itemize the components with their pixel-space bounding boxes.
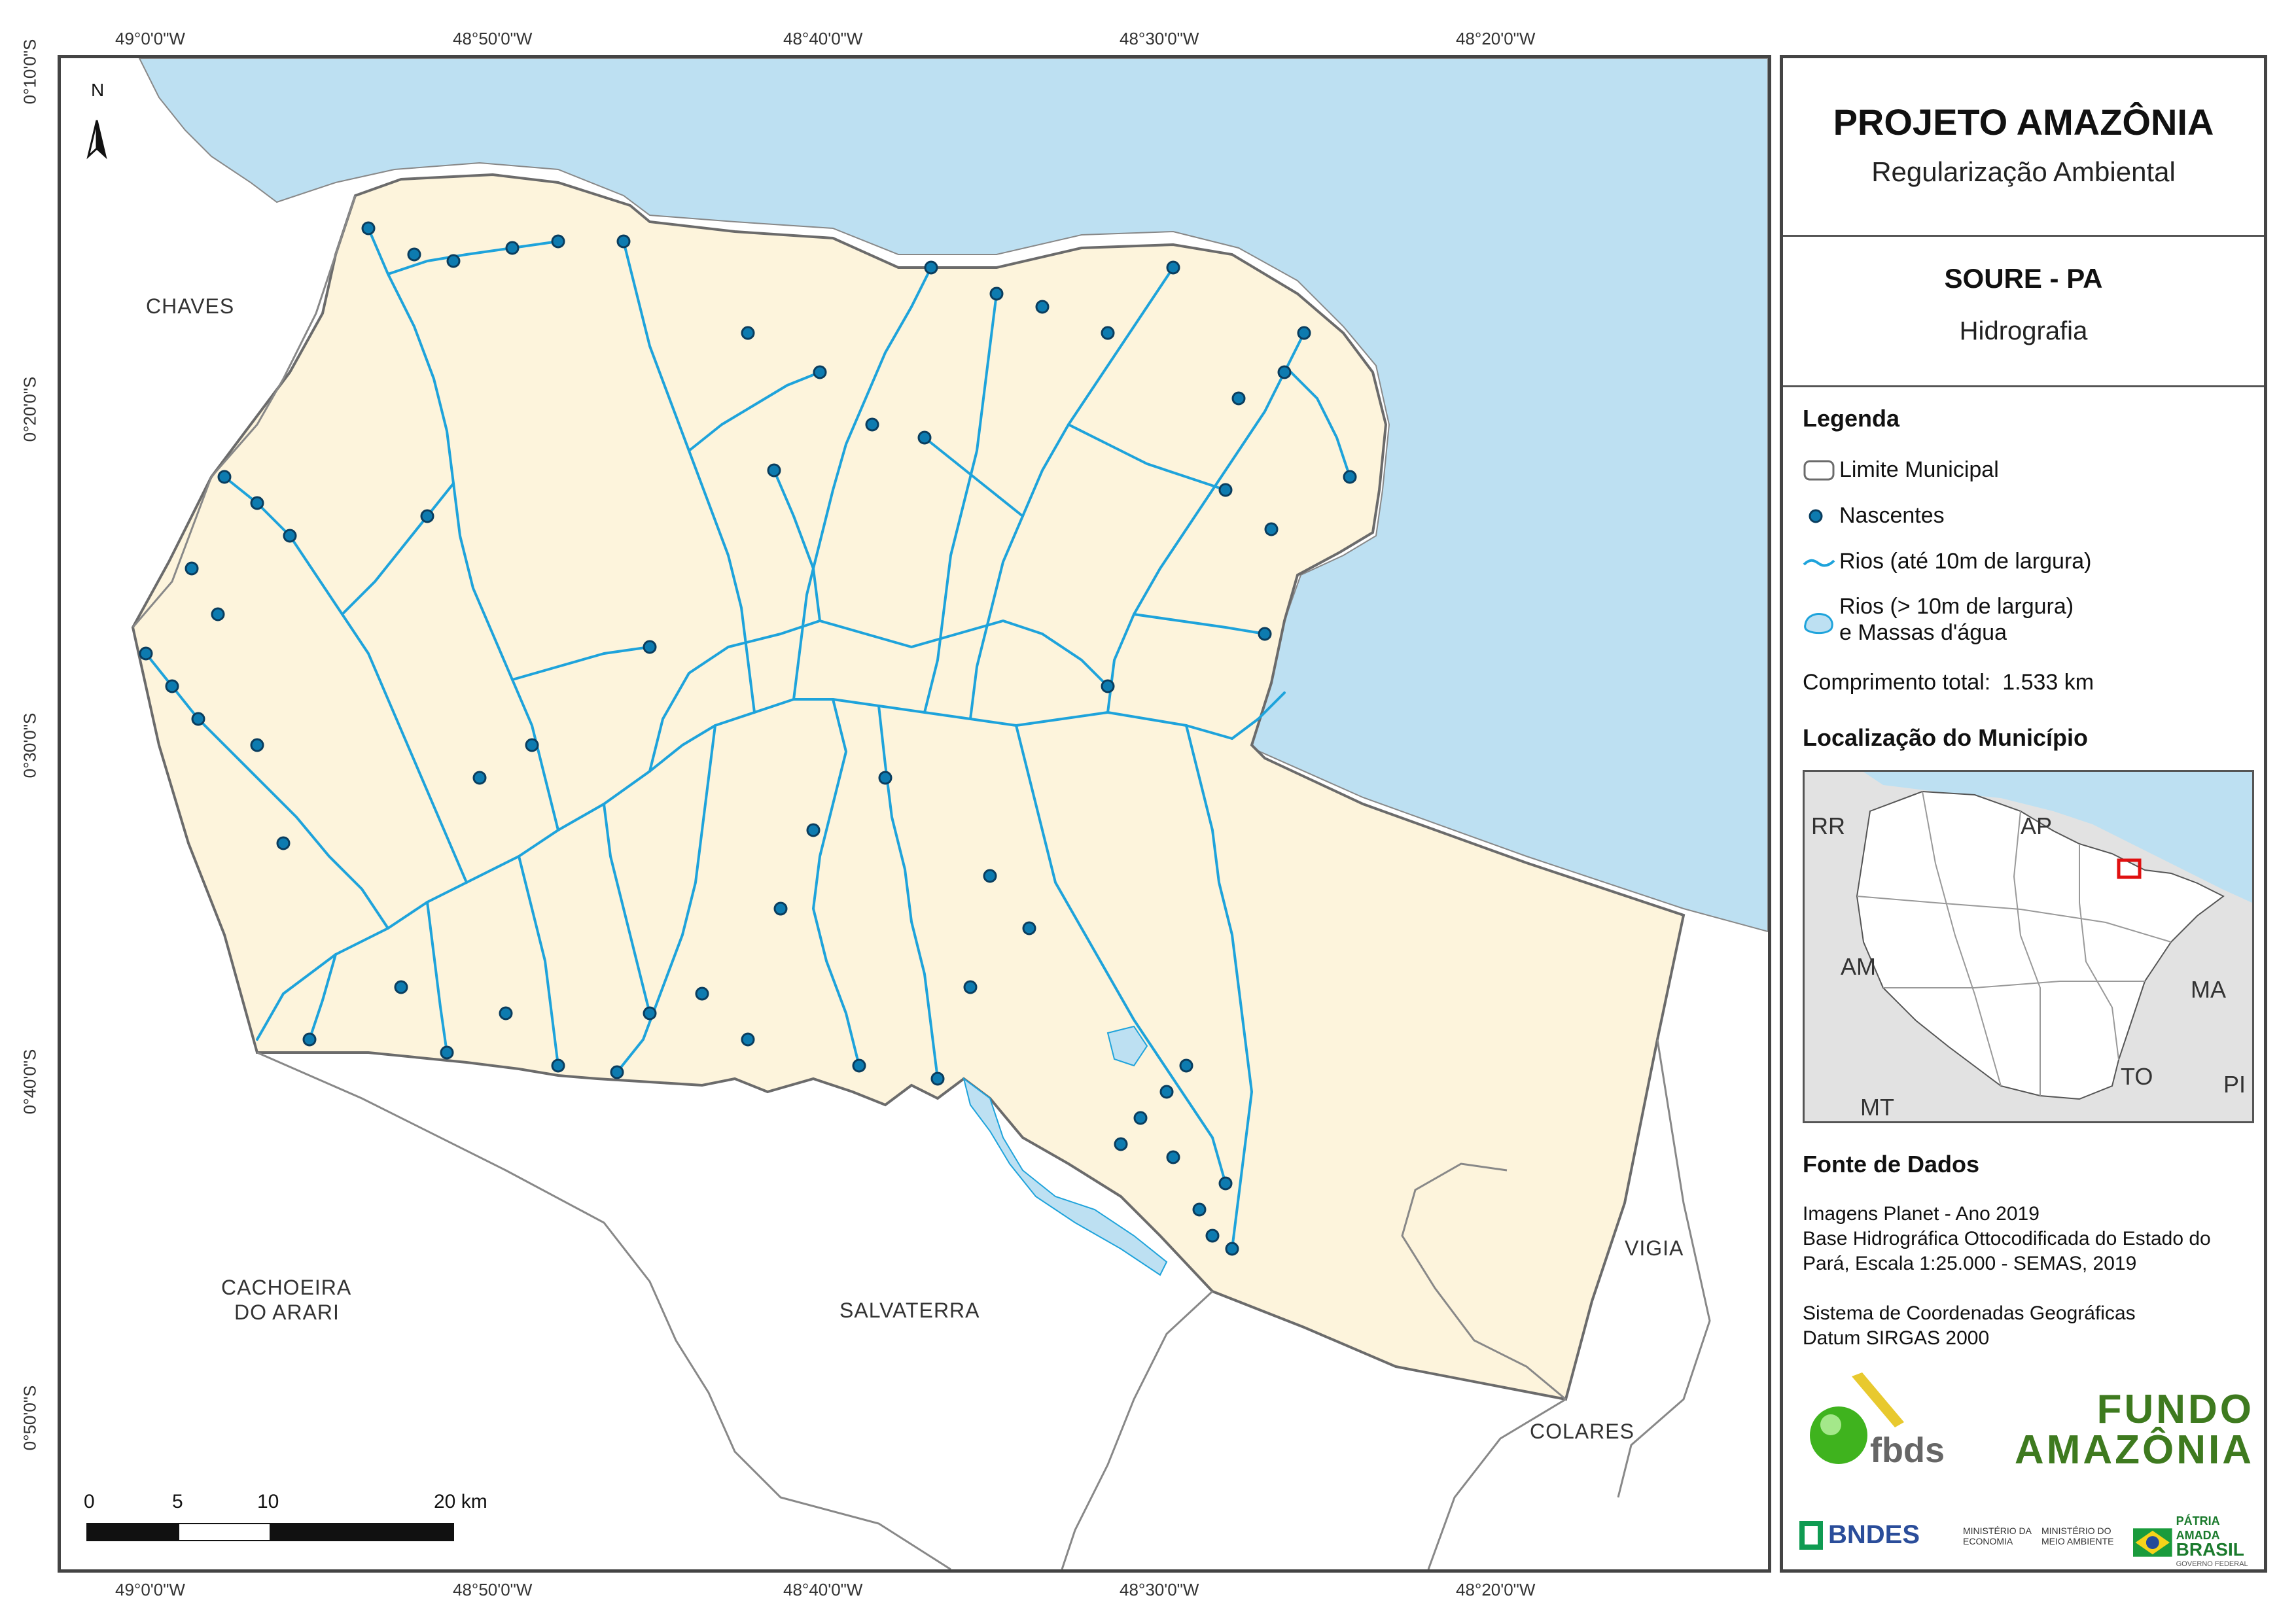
lon-top-2: 48°50'0"W: [453, 29, 533, 48]
legend-label-water-bodies: Rios (> 10m de largura): [1839, 594, 2074, 619]
spring-point-symbol-icon: [1809, 509, 1823, 523]
legend-item-water-bodies: Rios (> 10m de largura) e Massas d'água: [1803, 593, 2074, 646]
inset-label-mt: MT: [1860, 1094, 1894, 1121]
total-length-label: Comprimento total:: [1803, 670, 1991, 695]
lon-bottom-5: 48°20'0"W: [1456, 1580, 1536, 1599]
fbds-wordmark: fbds: [1870, 1431, 1945, 1470]
info-panel: PROJETO AMAZÔNIA Regularização Ambiental…: [1780, 55, 2267, 1573]
lon-bottom-2: 48°50'0"W: [453, 1580, 533, 1599]
large-rivers-water-bodies: [963, 1025, 1168, 1276]
water-body-symbol-icon: [1804, 613, 1833, 635]
bndes-logo: BNDES: [1799, 1520, 1920, 1550]
rivers-up-to-10m: [145, 227, 1351, 1250]
north-arrow-icon: N: [86, 80, 107, 160]
lat-2: 0°20'0"S: [20, 376, 40, 442]
source-line-3: Pará, Escala 1:25.000 - SEMAS, 2019: [1803, 1253, 2137, 1274]
legend-item-municipal-boundary: Limite Municipal: [1803, 457, 1999, 483]
lat-5: 0°50'0"S: [20, 1385, 40, 1451]
scale-label-20: 20 km: [434, 1491, 487, 1512]
legend-item-rivers-small: Rios (até 10m de largura): [1803, 549, 2092, 574]
inset-label-to: TO: [2121, 1063, 2153, 1090]
scale-bar: [86, 1523, 454, 1541]
place-cachoeira-2: DO ARARI: [234, 1300, 340, 1324]
governo-federal: GOVERNO FEDERAL: [2176, 1560, 2248, 1568]
logos-footer: BNDES MINISTÉRIO DA ECONOMIA MINISTÉRIO …: [1799, 1514, 2257, 1568]
sources-heading: Fonte de Dados: [1803, 1151, 1980, 1178]
scale-label-10: 10: [257, 1491, 279, 1512]
source-line-4: [1803, 1276, 2211, 1301]
total-length-value: 1.533 km: [2002, 670, 2094, 695]
fbds-logo-icon: [1810, 1372, 1904, 1464]
sources-block: Imagens Planet - Ano 2019 Base Hidrográf…: [1803, 1202, 2211, 1351]
inset-ocean: [1863, 772, 2252, 903]
min-economia: MINISTÉRIO DA ECONOMIA: [1963, 1526, 2032, 1546]
brazil-flag-icon: [2133, 1528, 2172, 1557]
map-theme: Hidrografia: [1959, 317, 2088, 345]
legend-label-municipal-boundary: Limite Municipal: [1839, 457, 1999, 482]
legend-item-springs: Nascentes: [1803, 503, 1945, 529]
header-section: PROJETO AMAZÔNIA Regularização Ambiental: [1783, 58, 2264, 237]
neighbour-boundaries: [132, 195, 1711, 1569]
legend-label-springs: Nascentes: [1839, 503, 1945, 528]
river-line-symbol-icon: [1803, 559, 1835, 567]
inset-label-ap: AP: [2021, 812, 2052, 839]
bndes-mark-icon: [1799, 1520, 1823, 1550]
location-heading: Localização do Município: [1803, 724, 2089, 751]
total-length: Comprimento total: 1.533 km: [1803, 670, 2094, 695]
brasil-logo: PÁTRIA AMADA BRASIL GOVERNO FEDERAL: [2133, 1514, 2257, 1571]
min-meio-ambiente: MINISTÉRIO DO MEIO AMBIENTE: [2041, 1526, 2114, 1546]
lon-bottom-3: 48°40'0"W: [783, 1580, 863, 1599]
place-chaves: CHAVES: [146, 294, 234, 318]
lon-top-5: 48°20'0"W: [1456, 29, 1536, 48]
legend-label-water-bodies-2: e Massas d'água: [1839, 620, 2007, 645]
source-line-2: Base Hidrográfica Ottocodificada do Esta…: [1803, 1228, 2211, 1249]
scale-label-0: 0: [84, 1491, 95, 1512]
place-vigia: VIGIA: [1625, 1236, 1684, 1260]
project-subtitle: Regularização Ambiental: [1871, 156, 2176, 187]
north-label: N: [91, 80, 104, 100]
place-salvaterra: SALVATERRA: [839, 1299, 980, 1322]
lat-3: 0°30'0"S: [20, 712, 40, 778]
lon-top-3: 48°40'0"W: [783, 29, 863, 48]
inset-location-marker: [2117, 858, 2142, 879]
place-cachoeira-1: CACHOEIRA: [221, 1276, 351, 1299]
lon-bottom-1: 49°0'0"W: [115, 1580, 185, 1599]
fundo-amazonia-logo: FUNDO AMAZÔNIA: [1979, 1389, 2254, 1471]
inset-label-ma: MA: [2191, 976, 2226, 1003]
fbds-logo: fbds: [1799, 1370, 1963, 1470]
sea-water-body: [138, 58, 1768, 933]
lon-top-1: 49°0'0"W: [115, 29, 185, 48]
brasil-wordmark: BRASIL: [2176, 1539, 2244, 1560]
fundo-line-1: FUNDO: [2096, 1387, 2254, 1432]
municipal-boundary-symbol-icon: [1803, 460, 1835, 480]
inset-label-am: AM: [1841, 953, 1876, 980]
inset-map-canvas: RR AP AM MA TO MT PI: [1811, 772, 2252, 1121]
map-canvas: CHAVES CACHOEIRA DO ARARI SALVATERRA VIG…: [86, 58, 1768, 1569]
lat-1: 0°10'0"S: [20, 39, 40, 105]
municipality-name: SOURE - PA: [1944, 263, 2103, 294]
legend-label-rivers-small: Rios (até 10m de largura): [1839, 549, 2092, 574]
municipality-section: SOURE - PA Hidrografia: [1783, 235, 2264, 387]
inset-label-pi: PI: [2223, 1071, 2246, 1098]
scale-label-5: 5: [172, 1491, 183, 1512]
lon-top-4: 48°30'0"W: [1120, 29, 1199, 48]
lat-4: 0°40'0"S: [20, 1049, 40, 1115]
fundo-line-2: AMAZÔNIA: [2014, 1427, 2254, 1473]
map-frame: CHAVES CACHOEIRA DO ARARI SALVATERRA VIG…: [58, 55, 1771, 1573]
location-inset-map: RR AP AM MA TO MT PI: [1803, 770, 2254, 1123]
patria-amada: PÁTRIA AMADA: [2176, 1514, 2220, 1542]
legend-heading: Legenda: [1803, 405, 1900, 432]
source-line-6: Datum SIRGAS 2000: [1803, 1327, 1990, 1349]
source-line-5: Sistema de Coordenadas Geográficas: [1803, 1302, 2136, 1324]
place-colares: COLARES: [1530, 1420, 1634, 1443]
inset-municipal-lines: [1856, 791, 2172, 1096]
springs-nascentes: [139, 221, 1357, 1256]
project-title: PROJETO AMAZÔNIA: [1833, 101, 2214, 143]
inset-label-rr: RR: [1811, 812, 1845, 839]
lon-bottom-4: 48°30'0"W: [1120, 1580, 1199, 1599]
source-line-1: Imagens Planet - Ano 2019: [1803, 1203, 2040, 1225]
bndes-wordmark: BNDES: [1828, 1520, 1920, 1549]
